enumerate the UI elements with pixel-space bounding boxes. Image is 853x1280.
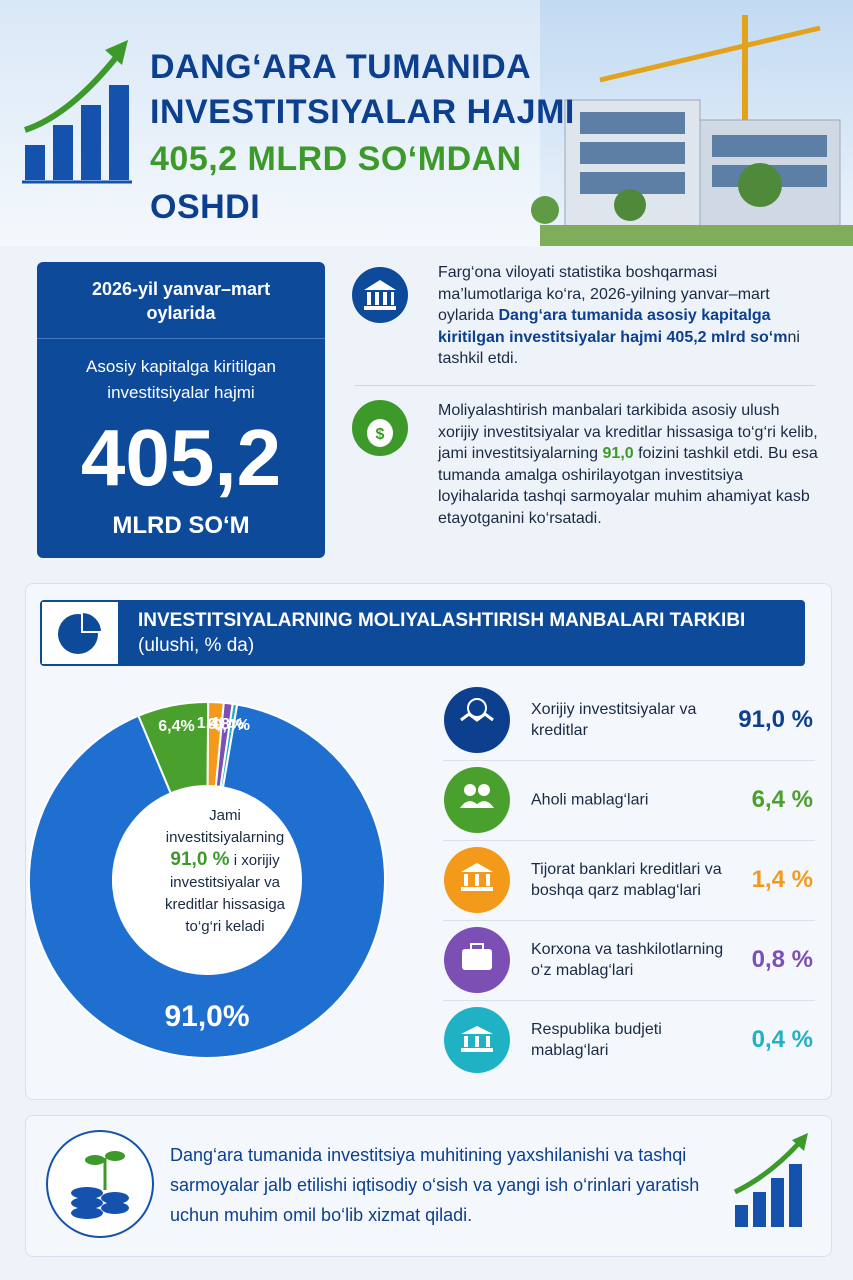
legend-item: Korxona va tashkilotlarning o‘z mablag‘l…	[443, 920, 815, 1001]
paragraph: Moliyalashtirish manbalari tarkibida aso…	[438, 400, 823, 529]
title-text: INVESTITSIYALARNING MOLIYALASHTIRISH MAN…	[138, 610, 746, 631]
legend-icon	[444, 767, 510, 833]
pie-icon	[42, 602, 118, 664]
center-line: i xorijiy investitsiyalar va kreditlar h…	[164, 852, 286, 935]
legend-item: Tijorat banklari kreditlari va boshqa qa…	[443, 840, 815, 921]
legend-icon	[444, 847, 510, 913]
center-highlight: 91,0 %	[170, 849, 230, 870]
legend-label: Tijorat banklari kreditlari va boshqa qa…	[531, 861, 722, 899]
chart-title: INVESTITSIYALARNING MOLIYALASHTIRISH MAN…	[138, 608, 778, 658]
text-segment: ni tashkil etdi.	[438, 328, 800, 368]
paragraph-icons: $	[352, 267, 408, 456]
caption: Asosiy kapitalga kiritilgan investitsiya…	[86, 357, 276, 402]
text-segment: Farg‘ona viloyati statistika boshqarmasi…	[438, 264, 770, 324]
legend-value: 91,0 %	[738, 706, 813, 733]
legend-item: Xorijiy investitsiyalar va kreditlar 91,0…	[443, 680, 815, 761]
slice-label: 0,4%	[214, 717, 250, 734]
legend-value: 0,4 %	[751, 1026, 813, 1053]
legend-item: Aholi mablag‘lari 6,4 %	[443, 760, 815, 841]
title-highlight: 405,2 MLRD SO‘MDAN	[150, 140, 522, 178]
slice-label: 6,4%	[158, 718, 194, 735]
paragraph: Farg‘ona viloyati statistika boshqarmasi…	[438, 262, 823, 370]
footer-icon	[46, 1130, 154, 1238]
legend-label: Respublika budjeti mablag‘lari	[531, 1021, 662, 1059]
footer-chart-icon	[733, 1133, 808, 1227]
divider	[355, 385, 815, 386]
donut-chart: 91,0%6,4% 1,4%0,8%0,4%	[28, 700, 386, 1059]
legend-icon	[444, 927, 510, 993]
separator	[37, 338, 325, 339]
footer-text: Dang‘ara tumanida investitsiya muhitinin…	[170, 1145, 700, 1225]
text-segment: Moliyalashtirish manbalari tarkibida aso…	[438, 402, 818, 462]
period: 2026-yil yanvar–mart oylarida	[91, 279, 271, 323]
donut-slice	[219, 702, 239, 789]
text-segment: 91,0	[602, 445, 634, 462]
svg-text:$: $	[376, 426, 385, 443]
subtitle: (ulushi, % da)	[138, 635, 255, 656]
unit: MLRD SO‘M	[112, 512, 250, 539]
text-segment: Dang‘ara tumanida asosiy kapitalga kirit…	[438, 307, 788, 346]
title: INVESTITSIYALAR HAJMI	[150, 93, 575, 131]
center-text: Jami investitsiyalarning 91,0 % i xoriji…	[150, 805, 300, 938]
title: DANG‘ARA TUMANIDA	[150, 48, 532, 86]
legend-value: 6,4 %	[751, 786, 813, 813]
legend-value: 0,8 %	[751, 946, 813, 973]
amount: 405,2	[80, 413, 282, 502]
chart-header	[40, 600, 805, 666]
slice-label: 91,0%	[164, 1000, 249, 1033]
legend-label: Xorijiy investitsiyalar va kreditlar	[531, 701, 697, 739]
summary-card: 2026-yil yanvar–mart oylarida Asosiy kap…	[37, 262, 325, 558]
text-segment: foizini tashkil etdi. Bu esa tumanda ama…	[438, 445, 818, 527]
legend-label: Aholi mablag‘lari	[531, 791, 649, 809]
legend-value: 1,4 %	[751, 866, 813, 893]
title: OSHDI	[150, 188, 261, 226]
legend-item: Respublika budjeti mablag‘lari 0,4 %	[443, 1000, 815, 1080]
donut-hole	[114, 787, 300, 973]
donut-slice	[28, 703, 386, 1059]
center-line: Jami investitsiyalarning	[165, 807, 285, 846]
header-art	[22, 0, 853, 246]
legend-icon	[444, 687, 510, 753]
legend-label: Korxona va tashkilotlarning o‘z mablag‘l…	[531, 941, 724, 979]
legend-icon	[444, 1007, 510, 1073]
footer	[25, 1115, 832, 1257]
